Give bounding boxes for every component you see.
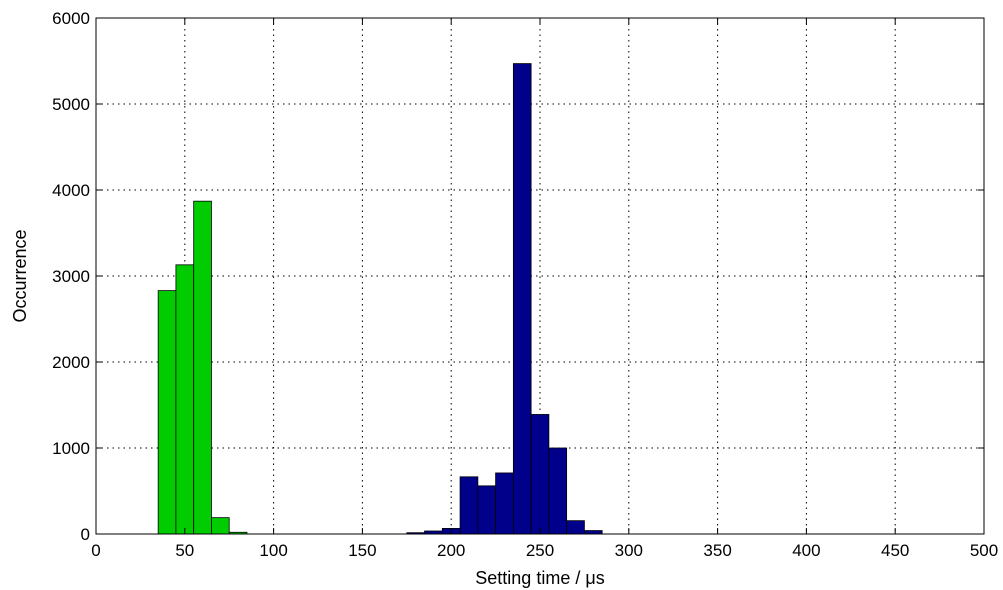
histogram-bar-series-2: [512, 63, 532, 535]
histogram-bar-series-2: [459, 476, 479, 535]
histogram-bar-series-1: [211, 517, 230, 535]
y-tick-label: 4000: [52, 181, 90, 200]
y-tick-label: 0: [81, 525, 90, 544]
x-tick-label: 400: [792, 541, 820, 560]
x-tick-label: 50: [175, 541, 194, 560]
bars: [157, 63, 603, 535]
histogram-bar-series-2: [548, 447, 568, 535]
x-tick-label: 150: [348, 541, 376, 560]
y-axis-label: Occurrence: [10, 229, 30, 322]
histogram-bar-series-2: [495, 472, 514, 535]
axis-ticks: 0 50 100 150 200 250 300 350 400 450 5000100020003…: [52, 9, 998, 560]
histogram-bar-series-1: [157, 290, 177, 535]
x-tick-label: 500: [970, 541, 998, 560]
y-tick-label: 3000: [52, 267, 90, 286]
x-tick-label: 100: [259, 541, 287, 560]
x-tick-label: 300: [615, 541, 643, 560]
x-tick-label: 200: [437, 541, 465, 560]
x-tick-label: 350: [703, 541, 731, 560]
y-tick-label: 1000: [52, 439, 90, 458]
histogram-bar-series-2: [566, 520, 585, 535]
x-axis-label: Setting time / μs: [475, 568, 604, 588]
y-tick-label: 5000: [52, 95, 90, 114]
y-tick-label: 2000: [52, 353, 90, 372]
histogram-bar-series-2: [477, 485, 496, 535]
histogram-bar-series-2: [530, 414, 550, 535]
x-tick-label: 450: [881, 541, 909, 560]
x-tick-label: 250: [526, 541, 554, 560]
histogram-bar-series-1: [175, 264, 195, 535]
x-tick-label: 0: [91, 541, 100, 560]
histogram-bar-series-2: [584, 530, 603, 535]
y-tick-label: 6000: [52, 9, 90, 28]
histogram-bar-series-1: [193, 200, 212, 535]
